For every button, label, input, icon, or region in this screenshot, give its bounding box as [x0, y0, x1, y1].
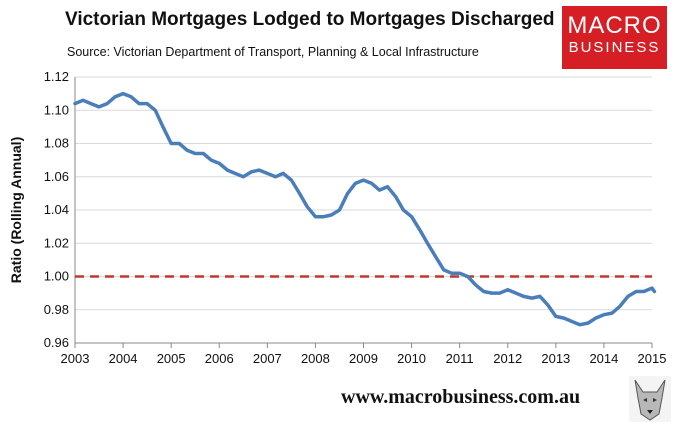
macrobusiness-logo: MACRO BUSINESS — [562, 6, 667, 69]
y-tick-label: 1.02 — [44, 235, 69, 250]
x-tick-label: 2008 — [301, 351, 330, 366]
website-url: www.macrobusiness.com.au — [341, 386, 581, 408]
y-tick-label: 1.00 — [44, 269, 69, 284]
y-tick-label: 1.08 — [44, 136, 69, 151]
x-tick-label: 2007 — [253, 351, 282, 366]
chart-title: Victorian Mortgages Lodged to Mortgages … — [65, 9, 555, 30]
y-tick-label: 0.96 — [44, 335, 69, 350]
y-axis-label: Ratio (Rolling Annual) — [8, 137, 24, 283]
x-tick-label: 2004 — [109, 351, 138, 366]
x-tick-label: 2006 — [205, 351, 234, 366]
y-tick-label: 1.12 — [44, 69, 69, 84]
y-tick-label: 1.06 — [44, 169, 69, 184]
y-tick-label: 1.10 — [44, 102, 69, 117]
x-tick-label: 2003 — [61, 351, 90, 366]
wolf-head-icon — [629, 376, 671, 422]
x-tick-label: 2011 — [446, 351, 474, 366]
logo-line-macro: MACRO — [567, 12, 662, 39]
chart-subtitle: Source: Victorian Department of Transpor… — [67, 45, 479, 59]
series-line — [73, 91, 657, 327]
y-tick-label: 0.98 — [44, 302, 69, 317]
x-tick-label: 2005 — [157, 351, 186, 366]
x-tick-label: 2015 — [638, 351, 667, 366]
y-tick-label: 1.04 — [44, 202, 69, 217]
x-tick-label: 2009 — [349, 351, 378, 366]
x-tick-label: 2013 — [541, 351, 570, 366]
x-tick-label: 2010 — [397, 351, 426, 366]
x-tick-label: 2014 — [589, 351, 618, 366]
x-tick-label: 2012 — [493, 351, 522, 366]
logo-line-business: BUSINESS — [568, 39, 661, 56]
